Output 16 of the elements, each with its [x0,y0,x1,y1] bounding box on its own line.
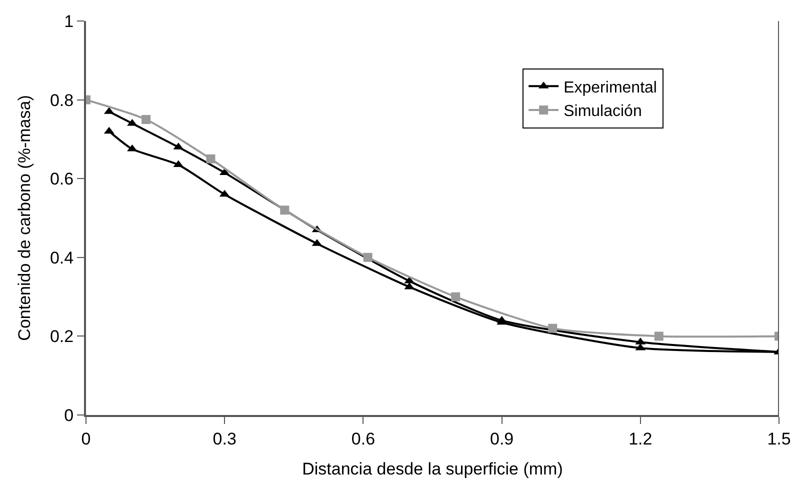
x-tick-label: 0 [81,429,91,448]
y-axis-title: Contenido de carbono (%-masa) [15,95,34,341]
y-tick-label: 0.4 [50,248,74,268]
y-tick-label: 1 [64,12,74,31]
legend-label: Experimental [564,79,657,96]
x-tick-label: 0.6 [351,429,376,448]
legend-label: Simulación [564,103,642,120]
x-tick-label: 1.5 [767,429,791,448]
y-tick-label: 0.6 [50,170,74,189]
y-tick-label: 0.2 [50,327,74,346]
y-tick-label: 0.8 [50,90,74,110]
y-tick-label: 0 [64,406,74,425]
x-axis-title: Distancia desde la superficie (mm) [302,459,563,478]
x-tick-label: 0.9 [490,429,514,448]
x-tick-label: 0.3 [212,429,236,448]
x-tick-label: 1.2 [628,429,652,448]
